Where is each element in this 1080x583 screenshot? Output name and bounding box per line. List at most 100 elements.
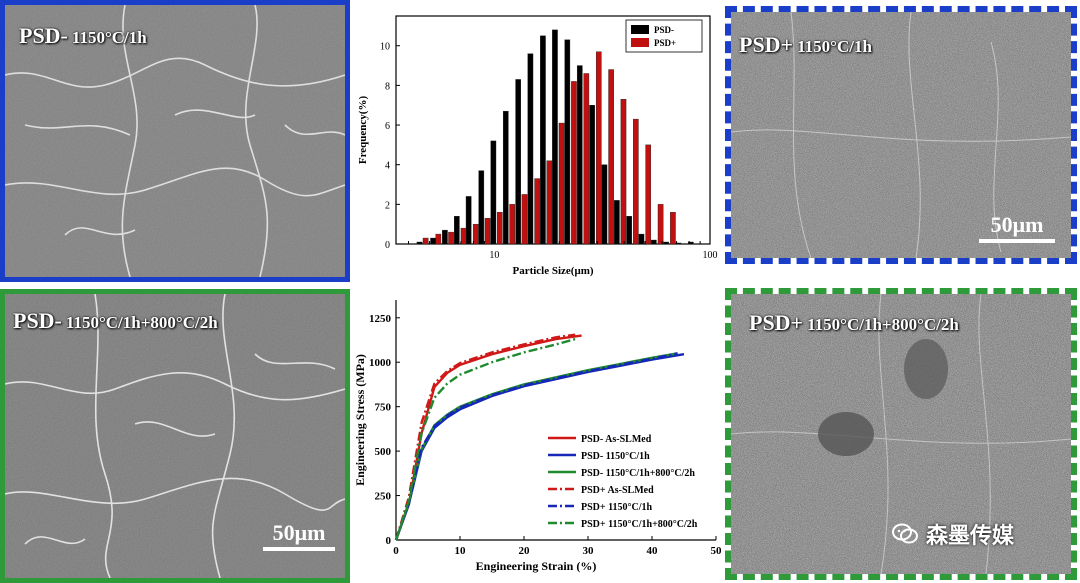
- scale-bar: 50μm: [979, 212, 1055, 243]
- x-tick-label: 10: [455, 545, 467, 557]
- histogram-bar: [633, 118, 639, 245]
- panel-label-sub: 1150°C/1h: [71, 28, 147, 47]
- y-tick-label: 750: [375, 402, 392, 414]
- histogram-bar: [442, 229, 448, 245]
- scale-bar: 50μm: [263, 520, 335, 551]
- stress-strain-curve: [394, 333, 576, 541]
- histogram-bar: [670, 212, 676, 245]
- panel-label: PSD- 1150°C/1h: [19, 23, 147, 49]
- panel-label-main: PSD+: [739, 32, 794, 57]
- y-tick-label: 0: [385, 240, 390, 251]
- stress-strain-curve: [394, 337, 576, 541]
- histogram-bar: [564, 39, 571, 245]
- y-tick-label: 4: [385, 161, 390, 172]
- histogram-bar: [558, 122, 565, 245]
- histogram-bar: [448, 231, 454, 245]
- histogram-bar: [527, 53, 534, 245]
- histogram-bar: [484, 218, 491, 245]
- histogram-bar: [416, 241, 423, 245]
- sem-micrograph-psd-minus-1150: [5, 5, 345, 277]
- histogram-bar: [521, 194, 528, 245]
- histogram-bar: [576, 65, 583, 245]
- histogram-bar: [601, 164, 608, 245]
- histogram-bar: [546, 160, 553, 245]
- panel-label-main: PSD+: [749, 310, 804, 335]
- legend-label: PSD- As-SLMed: [581, 434, 652, 445]
- sem-micrograph-psd-plus-1150: [731, 12, 1071, 258]
- x-tick-label: 100: [703, 250, 718, 261]
- y-tick-label: 250: [375, 491, 392, 503]
- panel-label: PSD- 1150°C/1h+800°C/2h: [13, 308, 218, 334]
- sem-panel-bottom-right: PSD+ 1150°C/1h+800°C/2h: [725, 288, 1077, 580]
- histogram-bar: [608, 69, 614, 245]
- histogram-bar: [583, 73, 590, 245]
- histogram-bar: [645, 144, 652, 245]
- legend-label: PSD+ 1150°C/1h: [581, 502, 653, 513]
- sem-panel-top-left: PSD- 1150°C/1h: [0, 0, 350, 282]
- watermark-text: 森墨传媒: [926, 524, 1015, 549]
- histogram-bar: [534, 178, 540, 245]
- histogram-bar: [638, 233, 645, 245]
- panel-label-sub: 1150°C/1h+800°C/2h: [807, 315, 959, 334]
- histogram-bar: [509, 204, 515, 245]
- y-tick-label: 10: [380, 42, 390, 53]
- y-axis-label: Engineering Stress (MPa): [353, 354, 367, 486]
- sem-panel-top-right: PSD+ 1150°C/1h 50μm: [725, 6, 1077, 264]
- y-tick-label: 500: [375, 446, 392, 458]
- y-tick-label: 1000: [369, 357, 392, 369]
- histogram-bar: [422, 237, 429, 245]
- x-tick-label: 20: [519, 545, 531, 557]
- x-tick-label: 30: [583, 545, 595, 557]
- stress-strain-chart: 0 250 500 750 1000 1250 0 10 20 30 40 50 Engineering…: [353, 300, 723, 573]
- scale-bar-label: 50μm: [272, 520, 326, 545]
- scale-bar-line: [979, 239, 1055, 243]
- histogram-bar: [435, 233, 442, 245]
- histogram-bar: [657, 204, 664, 245]
- histogram-bar: [454, 216, 460, 245]
- x-axis-label: Engineering Strain (%): [476, 559, 597, 573]
- y-tick-label: 8: [385, 81, 390, 92]
- legend-swatch: [631, 38, 649, 47]
- x-tick-label: 50: [711, 545, 723, 557]
- legend-label: PSD- 1150°C/1h+800°C/2h: [581, 468, 695, 479]
- sem-micrograph-psd-minus-1150-800: [5, 294, 345, 578]
- histogram-bar: [614, 200, 620, 245]
- wechat-icon: [892, 523, 918, 545]
- legend-label: PSD-: [654, 25, 674, 35]
- y-tick-label: 0: [386, 535, 392, 547]
- histogram-bar: [589, 105, 595, 245]
- y-tick-label: 2: [385, 200, 390, 211]
- y-tick-label: 6: [385, 121, 390, 132]
- histogram-bar: [595, 51, 602, 245]
- legend-label: PSD+: [654, 38, 676, 48]
- histogram-bar: [490, 140, 497, 245]
- histogram-bar: [540, 35, 546, 245]
- histogram-bar: [460, 227, 467, 245]
- stress-strain-curve: [394, 352, 678, 541]
- x-axis-label: Particle Size(μm): [512, 265, 593, 277]
- x-tick-label: 40: [647, 545, 659, 557]
- sem-micrograph-psd-plus-1150-800: [731, 294, 1071, 574]
- scale-bar-line: [263, 547, 335, 551]
- sem-panel-bottom-left: PSD- 1150°C/1h+800°C/2h 50μm: [0, 289, 350, 583]
- histogram-bar: [552, 29, 558, 245]
- histogram-bar: [515, 79, 521, 245]
- histogram-bar: [620, 99, 627, 245]
- x-tick-label: 0: [393, 545, 399, 557]
- legend-label: PSD+ 1150°C/1h+800°C/2h: [581, 519, 698, 530]
- panel-label: PSD+ 1150°C/1h+800°C/2h: [749, 310, 959, 336]
- histogram-bar: [465, 196, 472, 245]
- panel-label: PSD+ 1150°C/1h: [739, 32, 872, 58]
- histogram-bar: [651, 239, 657, 245]
- panel-label-main: PSD-: [19, 23, 68, 48]
- scale-bar-label: 50μm: [990, 212, 1044, 237]
- legend-label: PSD- 1150°C/1h: [581, 451, 650, 462]
- y-axis-label: Frequency(%): [357, 96, 369, 165]
- histogram-bar: [502, 110, 509, 245]
- histogram-bar: [688, 241, 694, 245]
- histogram-bar: [472, 223, 479, 245]
- histogram-bar: [430, 237, 436, 245]
- legend-swatch: [631, 25, 649, 34]
- particle-size-histogram: 0 2 4 6 8 10 10 100 Particle Size(μm) Frequency(%…: [357, 15, 718, 277]
- histogram-bar: [626, 216, 632, 245]
